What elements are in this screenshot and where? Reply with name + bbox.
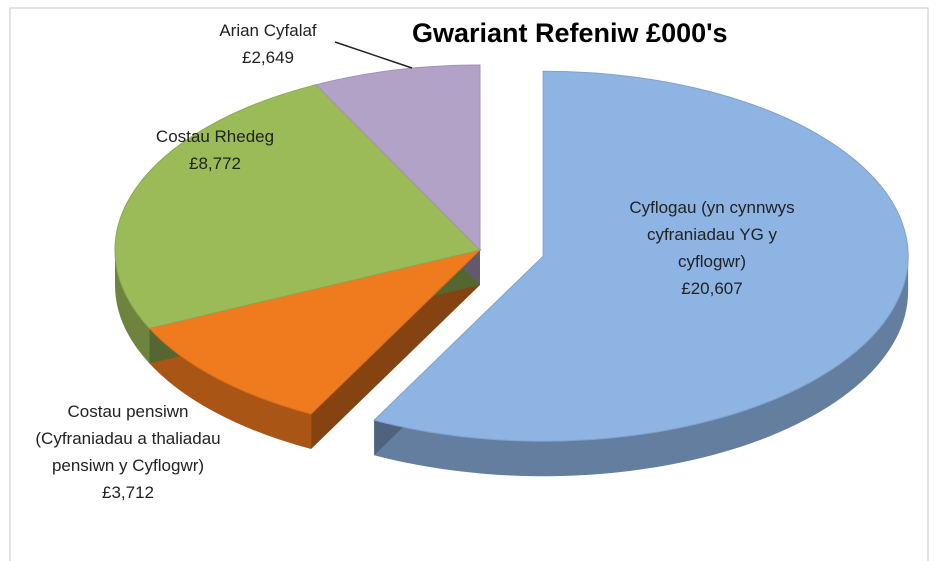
value-label: £8,772: [189, 154, 241, 173]
data-label: Costau pensiwn (Cyfraniadau a thaliadau …: [33, 398, 223, 506]
slice: [373, 70, 909, 442]
category-label: Arian Cyfalaf: [219, 21, 317, 40]
value-label: £3,712: [102, 483, 154, 502]
slice: [148, 249, 482, 415]
slice-side: [374, 256, 909, 477]
slice: [315, 64, 481, 252]
category-label: Costau Rhedeg: [155, 127, 275, 146]
value-label: £2,649: [242, 48, 294, 67]
data-label: Arian Cyfalaf £2,649: [188, 17, 348, 71]
value-label: £20,607: [681, 279, 743, 298]
slice: [114, 84, 481, 329]
data-label: Costau Rhedeg £8,772: [135, 123, 295, 177]
category-label: Costau pensiwn (Cyfraniadau a thaliadau …: [35, 402, 221, 475]
leader-line: [334, 41, 413, 69]
slice-side: [149, 328, 312, 449]
category-label: Cyflogau (yn cynnwys cyfraniadau YG y cy…: [629, 198, 795, 271]
frame: [9, 7, 929, 561]
slice-cut: [311, 250, 480, 449]
data-label: Cyflogau (yn cynnwys cyfraniadau YG y cy…: [625, 194, 800, 302]
chart-title: Gwariant Refeniw £000's: [412, 18, 728, 48]
